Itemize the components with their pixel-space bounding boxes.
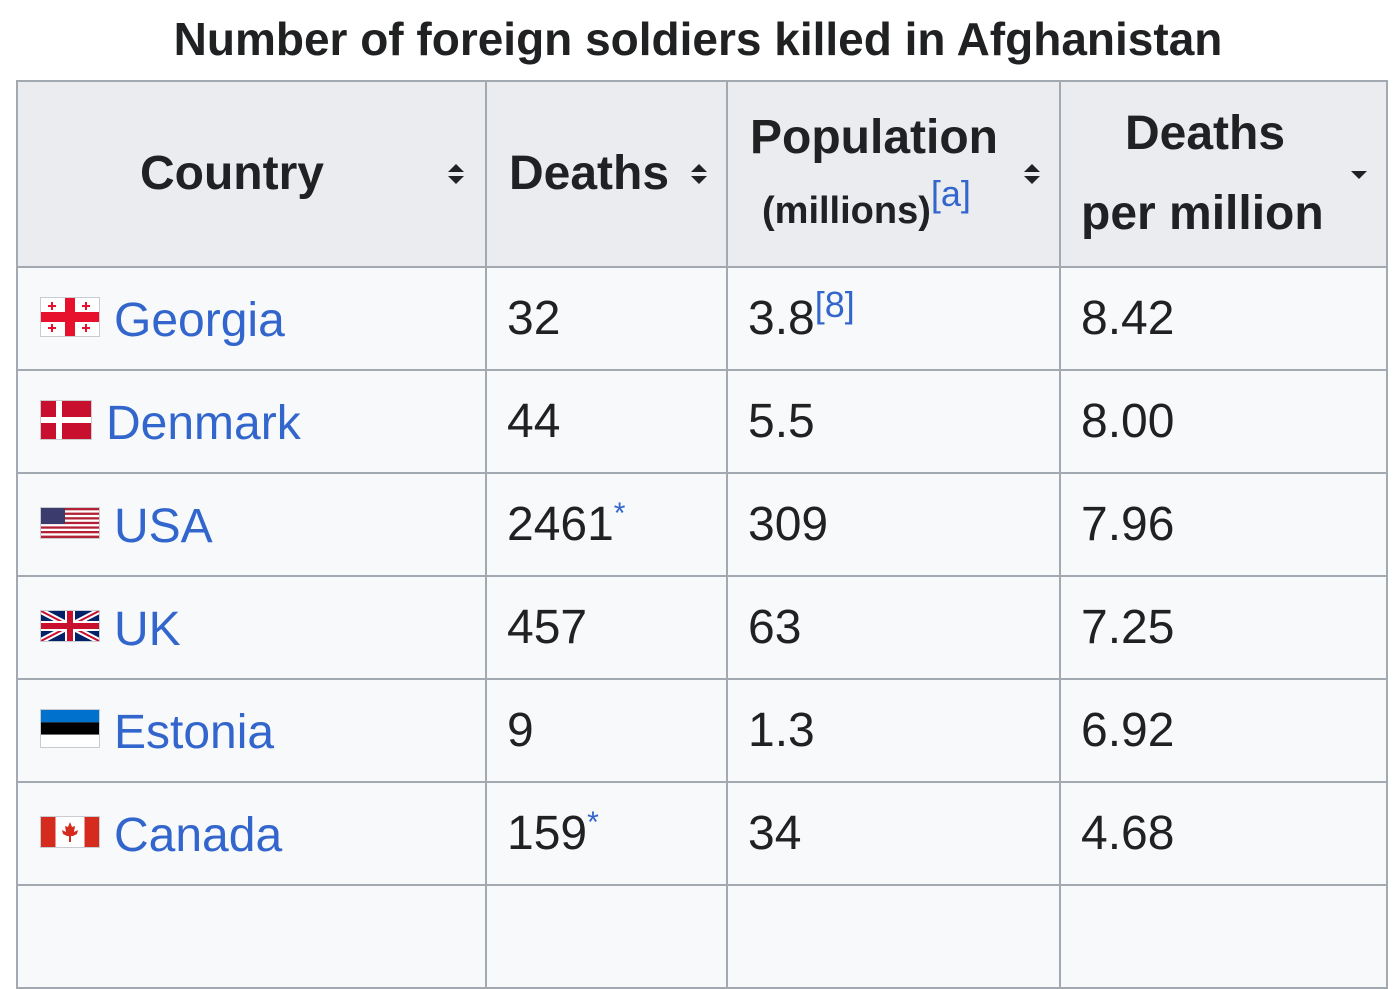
country-cell: Canada: [16, 781, 487, 886]
population-cell: 5.5: [726, 369, 1061, 474]
deaths-cell: 457: [485, 575, 728, 680]
country-link-uk[interactable]: UK: [114, 602, 181, 656]
country-cell: Denmark: [16, 369, 487, 474]
column-header-population[interactable]: Population (millions)[a]: [726, 80, 1061, 268]
country-cell: Georgia: [16, 266, 487, 371]
country-link-georgia[interactable]: Georgia: [114, 293, 285, 347]
population-cell: 1.3: [726, 678, 1061, 783]
empty-cell: [1059, 884, 1388, 989]
deaths-cell: 159*: [485, 781, 728, 886]
per-million-cell: 4.68: [1059, 781, 1388, 886]
note-asterisk[interactable]: *: [587, 806, 599, 839]
deaths-cell: 44: [485, 369, 728, 474]
deaths-cell: 32: [485, 266, 728, 371]
deaths-table: Country Deaths Population (millions: [16, 80, 1388, 989]
column-header-deaths-label: Deaths: [509, 147, 670, 200]
country-link-canada[interactable]: Canada: [114, 808, 283, 862]
denmark-flag-icon: [40, 399, 92, 440]
country-cell: USA: [16, 472, 487, 577]
table-row-partial: [16, 884, 1388, 989]
sort-both-icon[interactable]: [445, 161, 467, 187]
column-header-population-unit: (millions): [762, 189, 931, 232]
note-reference-a[interactable]: [a]: [930, 172, 971, 214]
column-header-country-label: Country: [140, 147, 324, 200]
canada-flag-icon: [40, 815, 100, 848]
table-row: Georgia 32 3.8[8] 8.42: [16, 266, 1388, 371]
country-cell: UK: [16, 575, 487, 680]
table-row: Estonia 9 1.3 6.92: [16, 678, 1388, 783]
per-million-cell: 8.42: [1059, 266, 1388, 371]
country-link-estonia[interactable]: Estonia: [114, 705, 275, 759]
empty-cell: [485, 884, 728, 989]
column-header-population-label: Population: [750, 110, 998, 164]
population-cell: 3.8[8]: [726, 266, 1061, 371]
sort-both-icon[interactable]: [688, 161, 710, 187]
per-million-cell: 8.00: [1059, 369, 1388, 474]
deaths-cell: 2461*: [485, 472, 728, 577]
deaths-cell: 9: [485, 678, 728, 783]
note-reference-8[interactable]: [8]: [814, 284, 855, 325]
per-million-cell: 6.92: [1059, 678, 1388, 783]
note-asterisk[interactable]: *: [613, 497, 626, 530]
usa-flag-icon: [40, 506, 100, 539]
table-caption: Number of foreign soldiers killed in Afg…: [173, 13, 1223, 65]
column-header-country[interactable]: Country: [16, 80, 487, 268]
empty-cell: [16, 884, 487, 989]
georgia-flag-icon: [40, 296, 100, 337]
per-million-cell: 7.25: [1059, 575, 1388, 680]
sort-descending-icon[interactable]: [1348, 161, 1370, 187]
population-cell: 309: [726, 472, 1061, 577]
per-million-cell: 7.96: [1059, 472, 1388, 577]
uk-flag-icon: [40, 609, 100, 642]
column-header-deaths-per-million[interactable]: Deaths per million: [1059, 80, 1388, 268]
table-row: Denmark 44 5.5 8.00: [16, 369, 1388, 474]
population-cell: 63: [726, 575, 1061, 680]
empty-cell: [726, 884, 1061, 989]
country-link-usa[interactable]: USA: [114, 499, 213, 553]
sort-both-icon[interactable]: [1021, 161, 1043, 187]
table-row: UK 457 63 7.25: [16, 575, 1388, 680]
column-header-deaths[interactable]: Deaths: [485, 80, 728, 268]
table-row: Canada 159* 34 4.68: [16, 781, 1388, 886]
estonia-flag-icon: [40, 709, 100, 749]
table-row: USA 2461* 309 7.96: [16, 472, 1388, 577]
column-header-deaths-per-million-line2: per million: [1081, 187, 1324, 240]
country-cell: Estonia: [16, 678, 487, 783]
column-header-deaths-per-million-line1: Deaths: [1125, 107, 1286, 160]
country-link-denmark[interactable]: Denmark: [106, 396, 301, 450]
population-cell: 34: [726, 781, 1061, 886]
header-row: Country Deaths Population (millions: [16, 80, 1388, 268]
